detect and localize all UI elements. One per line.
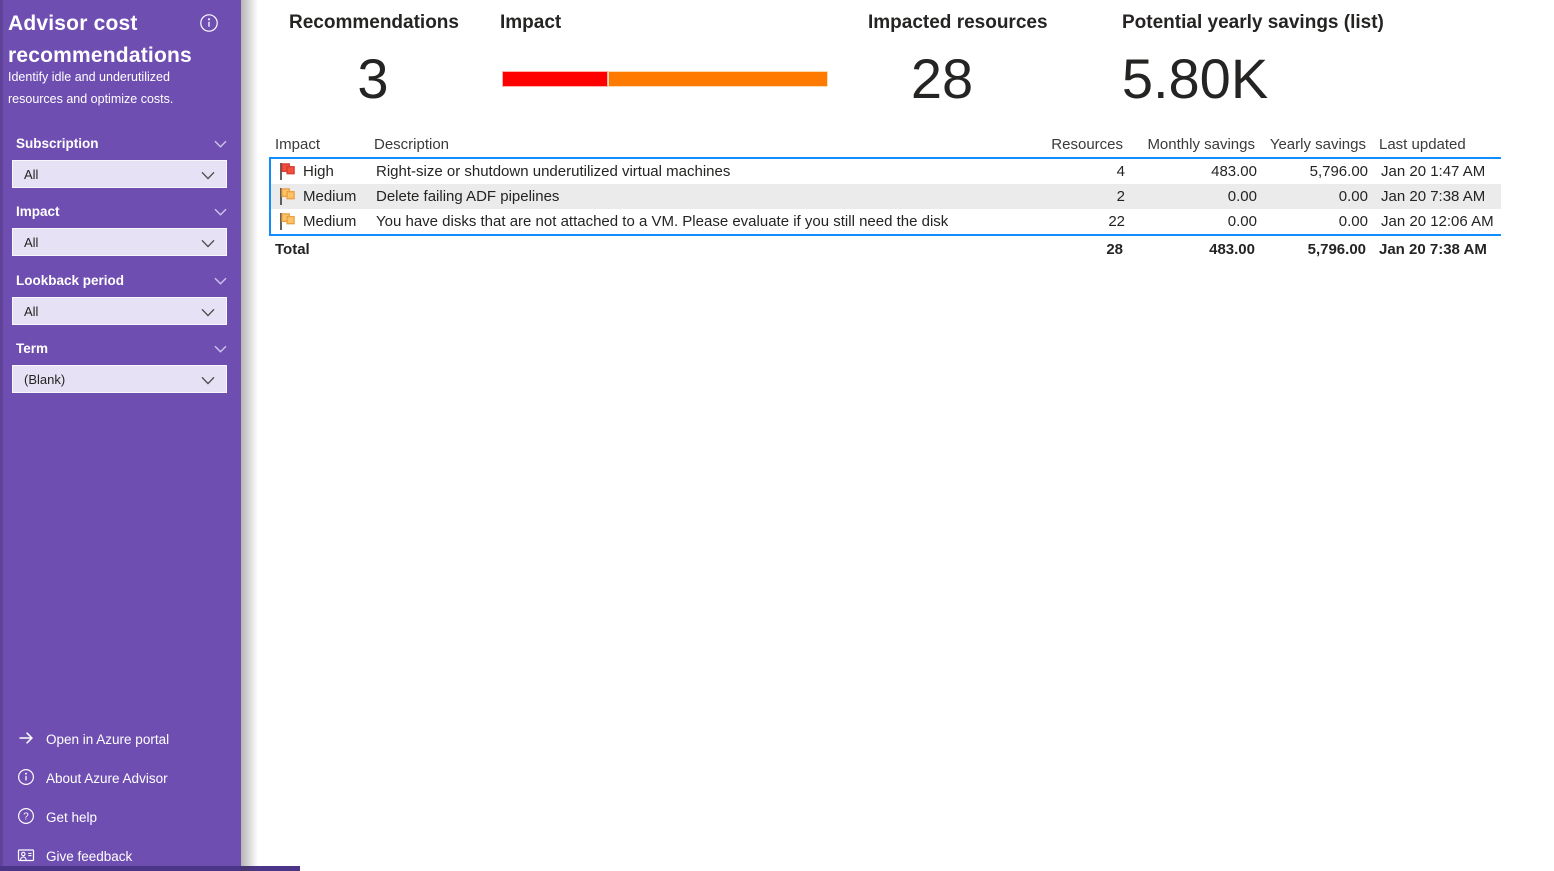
description-cell: You have disks that are not attached to … xyxy=(376,213,949,230)
collapse-chevron-icon[interactable] xyxy=(214,203,227,221)
info-icon xyxy=(17,768,35,789)
sidebar-bottom-strip xyxy=(0,866,300,871)
lookback-period-dropdown[interactable]: All xyxy=(12,297,227,325)
kpi-recommendations-label: Recommendations xyxy=(289,12,459,33)
kpi-impact-label: Impact xyxy=(500,12,562,33)
about-azure-advisor-link[interactable]: About Azure Advisor xyxy=(17,768,168,789)
description-cell: Right-size or shutdown underutilized vir… xyxy=(376,163,731,180)
kpi-yearly-savings-label: Potential yearly savings (list) xyxy=(1122,12,1384,33)
last-updated-cell: Jan 20 1:47 AM xyxy=(1381,163,1486,180)
help-icon: ? xyxy=(17,807,35,828)
chevron-down-icon xyxy=(201,236,215,251)
term-dropdown[interactable]: (Blank) xyxy=(12,365,227,393)
kpi-impacted-resources-value: 28 xyxy=(910,47,974,110)
filter-label-lookback-period: Lookback period xyxy=(16,272,125,288)
table-row[interactable]: Medium You have disks that are not attac… xyxy=(271,209,1501,234)
chevron-down-icon xyxy=(201,168,215,183)
sidebar: Advisor cost recommendations Identify id… xyxy=(0,0,300,871)
yearly-savings-cell: 5,796.00 xyxy=(1309,163,1368,180)
impact-dropdown-value: All xyxy=(24,234,39,250)
total-monthly-savings: 483.00 xyxy=(1209,241,1255,258)
link-label: Get help xyxy=(46,810,98,825)
chevron-down-icon xyxy=(201,373,215,388)
kpi-impacted-resources-label: Impacted resources xyxy=(868,12,1048,33)
link-label: About Azure Advisor xyxy=(46,771,168,786)
feedback-icon xyxy=(17,846,35,867)
table-header-row: Impact Description Resources Monthly sav… xyxy=(269,131,1501,159)
column-header-resources[interactable]: Resources xyxy=(1051,135,1123,153)
total-yearly-savings: 5,796.00 xyxy=(1307,241,1366,258)
svg-text:?: ? xyxy=(23,812,29,823)
impact-cell: Medium xyxy=(303,188,357,205)
info-icon[interactable] xyxy=(199,13,219,33)
link-label: Give feedback xyxy=(46,849,133,864)
resources-cell: 22 xyxy=(1108,213,1125,230)
page-title: Advisor cost recommendations xyxy=(8,12,192,67)
give-feedback-link[interactable]: Give feedback xyxy=(17,846,132,867)
monthly-savings-cell: 483.00 xyxy=(1211,163,1257,180)
column-header-monthly-savings[interactable]: Monthly savings xyxy=(1147,135,1255,153)
arrow-right-icon xyxy=(17,729,35,750)
description-cell: Delete failing ADF pipelines xyxy=(376,188,560,205)
recommendations-table: Impact Description Resources Monthly sav… xyxy=(269,131,1501,263)
last-updated-cell: Jan 20 12:06 AM xyxy=(1381,213,1494,230)
impact-dropdown[interactable]: All xyxy=(12,228,227,256)
collapse-chevron-icon[interactable] xyxy=(214,272,227,290)
resources-cell: 4 xyxy=(1116,163,1125,180)
subscription-dropdown-value: All xyxy=(24,166,39,182)
column-header-last-updated[interactable]: Last updated xyxy=(1379,135,1466,153)
column-header-description[interactable]: Description xyxy=(374,135,450,153)
get-help-link[interactable]: ? Get help xyxy=(17,807,97,828)
term-dropdown-value: (Blank) xyxy=(24,371,66,387)
high-flag-icon xyxy=(280,163,295,180)
link-label: Open in Azure portal xyxy=(46,732,170,747)
impact-cell: Medium xyxy=(303,213,357,230)
sidebar-shadow xyxy=(241,0,258,871)
impact-bar-high-segment xyxy=(502,71,608,87)
last-updated-cell: Jan 20 7:38 AM xyxy=(1381,188,1486,205)
table-row[interactable]: High Right-size or shutdown underutilize… xyxy=(271,159,1501,184)
table-body: High Right-size or shutdown underutilize… xyxy=(269,159,1501,234)
sidebar-header: Advisor cost recommendations xyxy=(8,8,233,72)
kpi-yearly-savings-value: 5.80K xyxy=(1121,47,1269,110)
resources-cell: 2 xyxy=(1116,188,1125,205)
kpi-recommendations-value: 3 xyxy=(357,47,389,110)
filter-label-term: Term xyxy=(16,340,49,356)
filter-label-subscription: Subscription xyxy=(16,135,99,151)
lookback-period-dropdown-value: All xyxy=(24,303,39,319)
monthly-savings-cell: 0.00 xyxy=(1227,188,1257,205)
medium-flag-icon xyxy=(280,188,295,205)
subscription-dropdown[interactable]: All xyxy=(12,160,227,188)
filter-label-impact: Impact xyxy=(16,203,60,219)
collapse-chevron-icon[interactable] xyxy=(214,135,227,153)
open-in-azure-portal-link[interactable]: Open in Azure portal xyxy=(17,729,169,750)
sidebar-left-edge xyxy=(0,0,3,871)
yearly-savings-cell: 0.00 xyxy=(1338,188,1368,205)
total-resources: 28 xyxy=(1106,241,1123,258)
monthly-savings-cell: 0.00 xyxy=(1227,213,1257,230)
impact-cell: High xyxy=(303,163,334,180)
yearly-savings-cell: 0.00 xyxy=(1338,213,1368,230)
chevron-down-icon xyxy=(201,305,215,320)
collapse-chevron-icon[interactable] xyxy=(214,340,227,358)
page-subtitle: Identify idle and underutilized resource… xyxy=(8,70,174,106)
total-label: Total xyxy=(275,241,310,258)
impact-bar-medium-segment xyxy=(608,71,828,87)
column-header-yearly-savings[interactable]: Yearly savings xyxy=(1269,135,1366,153)
total-last-updated: Jan 20 7:38 AM xyxy=(1379,241,1487,258)
medium-flag-icon xyxy=(280,213,295,230)
column-header-impact[interactable]: Impact xyxy=(275,135,321,153)
table-total-row: Total 28 483.00 5,796.00 Jan 20 7:38 AM xyxy=(269,234,1501,263)
table-row[interactable]: Medium Delete failing ADF pipelines 2 0.… xyxy=(271,184,1501,209)
impact-bar-chart xyxy=(502,71,828,87)
